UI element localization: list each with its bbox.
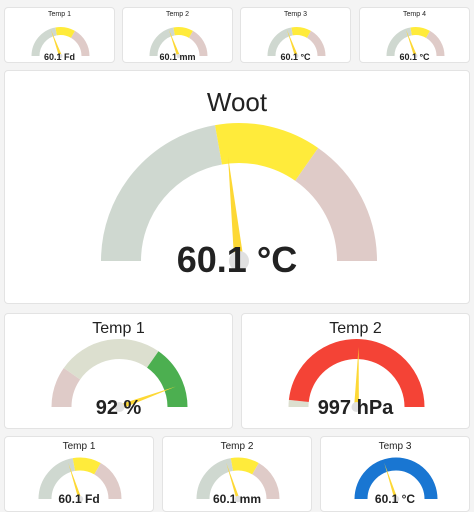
gauge-segment-pink bbox=[51, 367, 81, 408]
gauge-title: Temp 2 bbox=[220, 441, 254, 452]
gauge-needle-hub bbox=[58, 54, 63, 58]
gauge-needle bbox=[384, 462, 398, 500]
gauge-segment-yellow bbox=[72, 457, 101, 475]
gauge-segment-pink bbox=[294, 147, 377, 262]
gauge-card-temp-3-bottom[interactable]: Temp 3 60.1 °C bbox=[320, 436, 470, 512]
gauge-value: 92 % bbox=[95, 397, 142, 419]
gauge-segment-yellow bbox=[173, 27, 193, 38]
gauge-value: 60.1 Fd bbox=[43, 52, 75, 62]
gauge-segment-yellow bbox=[410, 27, 430, 38]
gauge-needle-hub bbox=[392, 495, 400, 503]
gauge-needle-hub bbox=[234, 495, 242, 503]
gauge-title: Temp 1 bbox=[92, 320, 145, 337]
gauge-value: 60.1 °C bbox=[280, 52, 311, 62]
gauge-needle bbox=[405, 29, 417, 57]
gauge-needle-hub bbox=[176, 54, 181, 58]
gauge-segment-grey bbox=[267, 27, 294, 57]
gauge-dial bbox=[31, 27, 90, 58]
gauge-needle bbox=[168, 29, 180, 57]
gauge-title: Temp 3 bbox=[284, 11, 307, 18]
gauge-value: 997 hPa bbox=[317, 397, 394, 419]
gauge-needle-hub bbox=[229, 251, 249, 271]
gauge-card-temp-2-pressure[interactable]: Temp 2 997 hPa bbox=[241, 313, 470, 429]
gauge-segment-pink bbox=[306, 30, 326, 57]
gauge-segment-grey bbox=[101, 125, 223, 262]
gauge-segment-green bbox=[146, 351, 188, 408]
gauge-dial bbox=[288, 339, 425, 412]
gauge-segment-grey bbox=[386, 27, 413, 57]
gauge-value: 60.1 mm bbox=[159, 52, 196, 62]
gauge-segment-grey bbox=[149, 27, 176, 57]
gauge-needle bbox=[228, 156, 244, 262]
gauge-value: 60.1 °C bbox=[176, 239, 298, 280]
gauge-needle bbox=[286, 29, 298, 57]
gauge-needle-hub bbox=[413, 54, 418, 58]
gauge-needle bbox=[50, 29, 62, 57]
gauge-segment-grey bbox=[31, 27, 58, 57]
gauge-card-temp-2-bottom[interactable]: Temp 2 60.1 mm bbox=[162, 436, 312, 512]
gauge-segment-pink bbox=[93, 463, 122, 500]
gauge-dial bbox=[196, 457, 280, 503]
gauge-segment-blue bbox=[354, 457, 438, 500]
gauge-card-temp-4[interactable]: Temp 4 60.1 °C bbox=[359, 7, 470, 63]
gauge-title: Temp 1 bbox=[48, 11, 71, 18]
gauge-title: Temp 3 bbox=[378, 441, 412, 452]
gauge-needle bbox=[354, 347, 359, 408]
gauge-title: Temp 2 bbox=[166, 11, 189, 18]
gauge-needle bbox=[118, 386, 176, 410]
gauge-segment-pink bbox=[425, 30, 445, 57]
gauge-segment-yellow bbox=[291, 27, 311, 38]
gauge-dial bbox=[267, 27, 326, 58]
gauge-needle bbox=[226, 462, 240, 500]
gauge-segment-pink bbox=[251, 463, 280, 500]
gauge-dial bbox=[101, 123, 377, 271]
gauge-segment-yellow bbox=[215, 123, 319, 182]
gauge-dial bbox=[386, 27, 445, 58]
gauge-dial bbox=[354, 457, 438, 503]
gauge-card-temp-1-humidity[interactable]: Temp 1 92 % bbox=[4, 313, 233, 429]
gauge-needle-hub bbox=[351, 402, 362, 412]
gauge-title: Temp 1 bbox=[62, 441, 96, 452]
gauge-card-temp-1[interactable]: Temp 1 60.1 Fd bbox=[4, 7, 115, 63]
gauge-title: Temp 4 bbox=[403, 11, 426, 18]
gauge-card-temp-1-bottom[interactable]: Temp 1 60.1 Fd bbox=[4, 436, 154, 512]
gauge-card-temp-2[interactable]: Temp 2 60.1 mm bbox=[122, 7, 233, 63]
gauge-value: 60.1 °C bbox=[374, 492, 416, 506]
gauge-title: Temp 2 bbox=[329, 320, 382, 337]
gauge-value: 60.1 Fd bbox=[58, 492, 100, 506]
gauge-dial bbox=[51, 339, 188, 412]
gauge-needle-hub bbox=[76, 495, 84, 503]
gauge-card-woot[interactable]: Woot 60.1 °C bbox=[4, 70, 470, 304]
gauge-needle-hub bbox=[294, 54, 299, 58]
gauge-value: 60.1 mm bbox=[212, 492, 262, 506]
gauge-segment-pink bbox=[188, 30, 208, 57]
gauge-value: 60.1 °C bbox=[399, 52, 430, 62]
gauge-segment-yellow bbox=[55, 27, 75, 38]
gauge-segment-yellow bbox=[230, 457, 259, 475]
gauge-dial bbox=[149, 27, 208, 58]
gauge-segment-pink bbox=[70, 30, 90, 57]
gauge-card-temp-3[interactable]: Temp 3 60.1 °C bbox=[240, 7, 351, 63]
gauge-segment-red bbox=[288, 339, 425, 408]
gauge-needle-hub bbox=[114, 402, 125, 412]
gauge-segment-beige bbox=[63, 339, 159, 380]
gauge-dial bbox=[38, 457, 122, 503]
gauge-needle bbox=[68, 462, 82, 500]
gauge-title: Woot bbox=[206, 87, 268, 117]
